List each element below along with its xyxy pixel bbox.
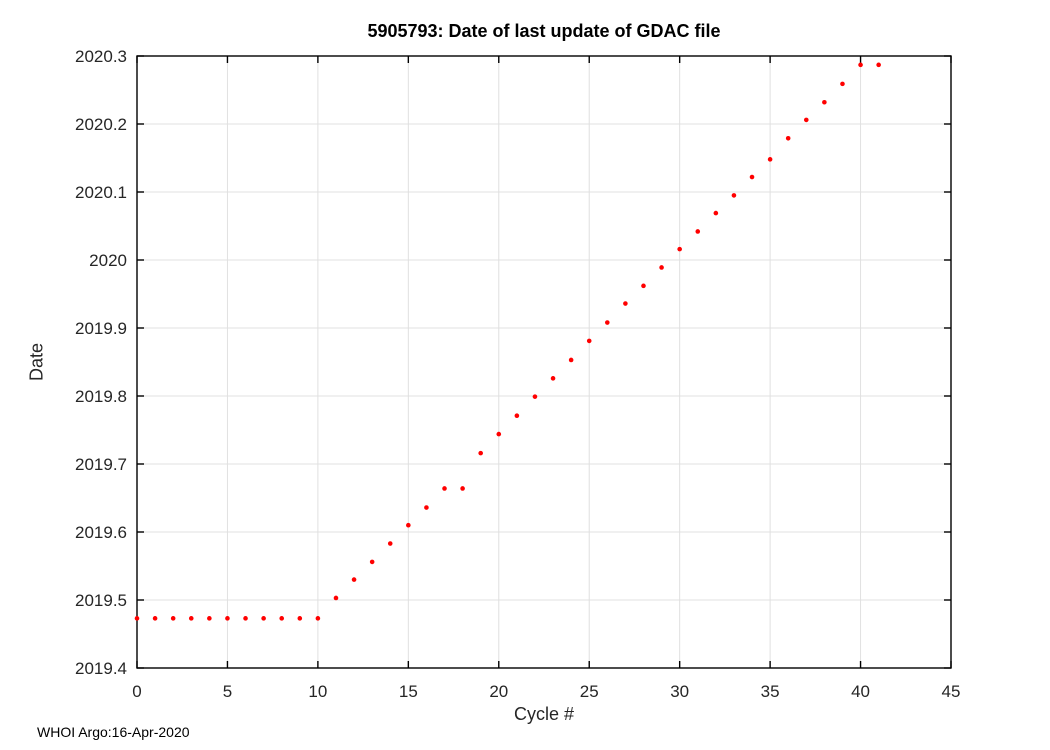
y-tick-label: 2019.7 — [75, 455, 127, 474]
y-tick-label: 2020.2 — [75, 115, 127, 134]
data-point — [369, 559, 375, 565]
y-tick-label: 2020.3 — [75, 47, 127, 66]
y-tick-label: 2019.4 — [75, 659, 127, 678]
chart-title: 5905793: Date of last update of GDAC fil… — [367, 21, 721, 41]
data-point — [188, 616, 194, 621]
data-point — [134, 616, 140, 621]
x-tick-label: 15 — [399, 682, 418, 701]
data-point — [695, 229, 701, 234]
data-point — [659, 265, 664, 270]
y-axis-label: Date — [26, 342, 47, 382]
data-point — [550, 376, 556, 381]
data-point — [677, 246, 682, 252]
data-point — [225, 616, 230, 621]
x-tick-label: 40 — [851, 682, 870, 701]
data-point — [333, 595, 339, 601]
data-point — [858, 62, 863, 68]
y-tick-label: 2019.9 — [75, 319, 127, 338]
data-point — [586, 338, 592, 344]
axes-box — [136, 55, 952, 669]
data-point — [315, 616, 321, 621]
data-point — [785, 135, 791, 141]
data-point — [749, 174, 755, 180]
y-tick-label: 2019.8 — [75, 387, 127, 406]
data-point — [207, 616, 212, 621]
data-point — [279, 616, 285, 621]
data-point — [460, 486, 465, 491]
data-point — [532, 394, 538, 399]
data-point — [351, 577, 357, 582]
data-point — [713, 210, 719, 216]
x-axis-label: Cycle # — [513, 704, 575, 724]
data-point — [424, 505, 429, 510]
data-point — [243, 616, 248, 621]
data-point — [152, 616, 158, 621]
data-point — [170, 616, 176, 621]
watermark-text: WHOI Argo:16-Apr-2020 — [37, 724, 190, 740]
y-tick-label: 2019.6 — [75, 523, 127, 542]
data-point — [767, 157, 773, 162]
x-tick-label: 30 — [670, 682, 689, 701]
y-tick-label: 2019.5 — [75, 591, 127, 610]
x-tick-label: 45 — [942, 682, 961, 701]
y-tick-label: 2020 — [89, 251, 127, 270]
data-point — [731, 193, 737, 198]
data-point — [261, 616, 266, 621]
data-point — [442, 486, 447, 491]
x-tick-label: 0 — [132, 682, 141, 701]
data-point — [822, 99, 827, 105]
data-point — [297, 616, 303, 621]
x-tick-label: 35 — [761, 682, 780, 701]
data-point — [803, 117, 809, 123]
data-point — [641, 283, 646, 289]
data-point — [568, 357, 574, 363]
data-point — [387, 541, 393, 546]
data-point — [496, 431, 502, 437]
data-point — [478, 450, 483, 456]
data-point — [406, 522, 411, 528]
x-tick-label: 10 — [308, 682, 327, 701]
data-point — [840, 81, 845, 87]
data-point — [876, 62, 881, 68]
y-tick-label: 2020.1 — [75, 183, 127, 202]
data-point — [514, 413, 520, 419]
data-point — [623, 301, 628, 306]
x-tick-label: 20 — [489, 682, 508, 701]
x-tick-label: 5 — [223, 682, 232, 701]
data-point — [605, 320, 610, 325]
x-tick-label: 25 — [580, 682, 599, 701]
